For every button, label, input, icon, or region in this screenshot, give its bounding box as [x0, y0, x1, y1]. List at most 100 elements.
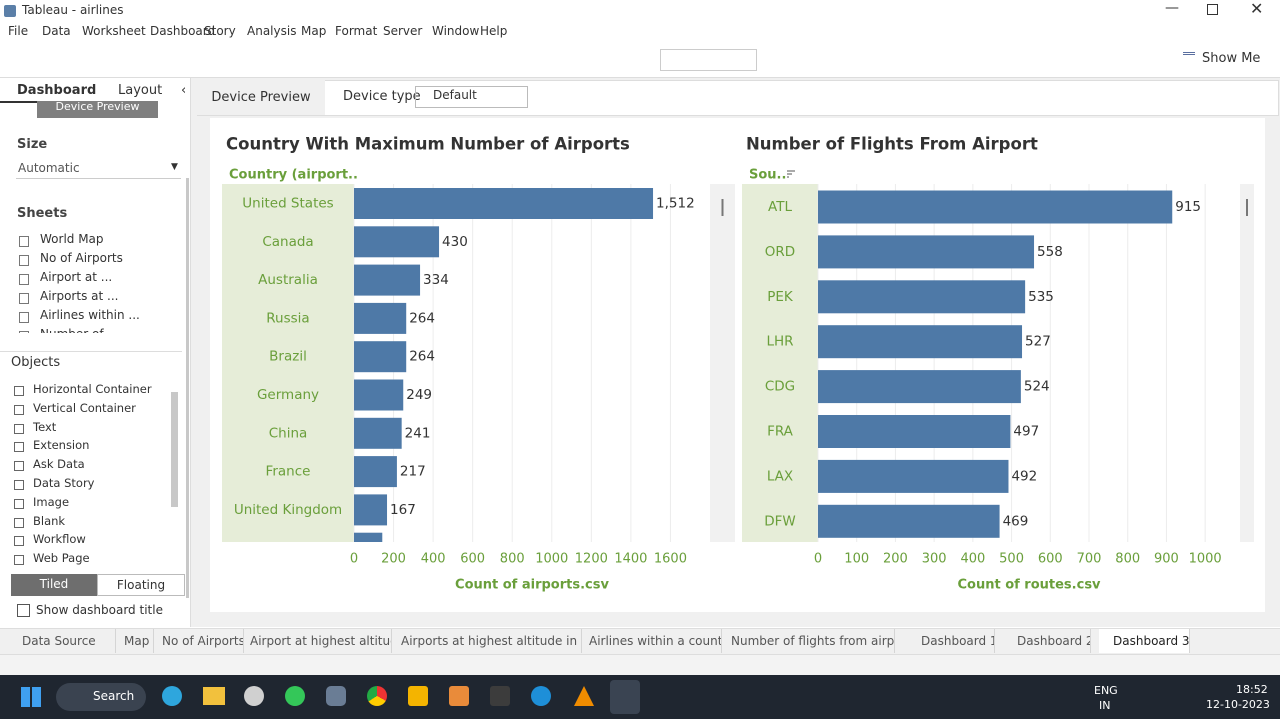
sheet-tab[interactable]: Airlines within a country	[589, 629, 722, 653]
x-tick-label: 800	[1115, 552, 1140, 567]
sheet-item[interactable]: Airport at ...	[40, 270, 113, 284]
app-icon-active[interactable]	[610, 680, 640, 714]
device-type-select[interactable]	[415, 86, 528, 108]
device-type-value[interactable]: Default	[433, 88, 477, 102]
sheet-item[interactable]: World Map	[40, 232, 104, 246]
app-icon[interactable]	[203, 687, 225, 705]
device-bar	[197, 80, 1279, 116]
sheet-tab[interactable]: Airports at highest altitude in wo...	[401, 629, 582, 653]
collapse[interactable]: ‹	[181, 83, 187, 98]
sheet-tab[interactable]: Map	[124, 629, 154, 653]
sheet-item[interactable]: No of Airports	[40, 251, 123, 265]
clock-time[interactable]: 18:52	[1236, 683, 1268, 696]
region[interactable]: IN	[1099, 699, 1111, 712]
bar	[354, 264, 421, 296]
category-label: DFW	[764, 513, 796, 529]
menu-item[interactable]: Worksheet	[82, 24, 146, 38]
layout-mode[interactable]: Tiled	[11, 574, 97, 596]
app-icon[interactable]	[162, 686, 182, 706]
category-label: United Kingdom	[234, 502, 342, 518]
sheet-tab[interactable]: Data Source	[8, 629, 116, 653]
object-item[interactable]: Data Story	[33, 476, 95, 490]
menu-item[interactable]: Server	[383, 24, 423, 38]
app-icon[interactable]	[408, 686, 428, 706]
search-box[interactable]	[56, 683, 146, 711]
object-item[interactable]: Horizontal Container	[33, 382, 152, 396]
menu-item[interactable]: Window	[432, 24, 480, 38]
layout-mode[interactable]: Floating	[97, 574, 185, 596]
app-icon[interactable]	[244, 686, 264, 706]
bar	[354, 417, 402, 449]
maximize[interactable]	[1207, 4, 1218, 15]
sheet-tab[interactable]: Dashboard 3	[1099, 629, 1190, 653]
sheet-tab[interactable]: Number of flights from airport	[731, 629, 895, 653]
x-tick-label: 200	[883, 552, 908, 567]
category-label: ORD	[765, 244, 795, 260]
side-tab[interactable]: Layout	[118, 83, 163, 98]
title-bar	[0, 0, 1280, 22]
sheet-tab[interactable]: Dashboard 2	[1003, 629, 1091, 653]
object-icon	[14, 555, 24, 566]
x-tick-label: 400	[421, 552, 446, 567]
bar	[818, 280, 1026, 314]
sheet-tab[interactable]: Airport at highest altitude	[250, 629, 392, 653]
scroll-track	[1240, 184, 1254, 542]
section-label: Objects	[11, 355, 61, 370]
object-item[interactable]: Blank	[33, 513, 66, 528]
bar	[818, 235, 1035, 269]
object-item[interactable]: Text	[33, 419, 57, 434]
toolbar-field[interactable]	[660, 49, 757, 71]
status-bar	[0, 654, 1280, 676]
x-axis-title: Count of routes.csv	[957, 578, 1101, 593]
app-icon[interactable]	[449, 686, 469, 706]
object-item[interactable]: Web Page	[33, 551, 90, 566]
menu-item[interactable]: Data	[42, 24, 71, 38]
bar	[818, 415, 1011, 448]
app-icon[interactable]	[367, 686, 387, 706]
show-me-icon[interactable]	[1183, 52, 1195, 69]
size-dropdown[interactable]: Automatic	[18, 161, 80, 175]
app-icon[interactable]	[285, 686, 305, 706]
device-preview-button[interactable]: Device Preview	[37, 101, 158, 118]
bar	[354, 341, 407, 373]
search-label[interactable]: Search	[93, 689, 135, 703]
menu-item[interactable]: Map	[301, 24, 327, 38]
x-tick-label: 0	[814, 552, 822, 567]
menu-item[interactable]: Help	[480, 24, 508, 38]
side-tab[interactable]: Dashboard	[17, 83, 97, 98]
app-icon[interactable]	[574, 686, 594, 706]
menu-item[interactable]: Dashboard	[150, 24, 216, 38]
menu-item[interactable]: Format	[335, 24, 378, 38]
sheet-tab[interactable]: Dashboard 1	[907, 629, 995, 653]
value-label: 558	[1037, 244, 1063, 260]
x-tick-label: 300	[922, 552, 947, 567]
language[interactable]: ENG	[1094, 684, 1118, 697]
menu-item[interactable]: Story	[204, 24, 236, 38]
object-list: Horizontal Container Vertical Container Te…	[0, 382, 170, 572]
object-item[interactable]: Workflow	[33, 532, 86, 547]
checkbox-label[interactable]: Show dashboard title	[36, 603, 163, 617]
checkbox[interactable]	[17, 604, 30, 617]
object-item[interactable]: Ask Data	[33, 457, 85, 472]
object-item[interactable]: Image	[33, 494, 70, 509]
close[interactable]: ✕	[1250, 0, 1264, 18]
device-preview-tab[interactable]: Device Preview	[197, 80, 325, 115]
object-item[interactable]: Vertical Container	[33, 400, 136, 415]
sheet-item[interactable]: Airlines within ...	[40, 308, 140, 322]
minimize[interactable]: —	[1165, 0, 1179, 16]
sheet-tab[interactable]: No of Airports	[162, 629, 244, 653]
menu-item[interactable]: File	[8, 24, 29, 38]
clock-date[interactable]: 12-10-2023	[1206, 698, 1270, 711]
value-label: 249	[406, 387, 432, 403]
start-button[interactable]	[21, 687, 41, 707]
object-item[interactable]: Extension	[33, 438, 90, 453]
app-icon[interactable]	[490, 686, 510, 706]
sheet-item[interactable]: Airports at ...	[40, 289, 119, 303]
app-icon[interactable]	[326, 686, 346, 706]
app-icon[interactable]	[531, 686, 551, 706]
sheet-item[interactable]: Number of	[40, 327, 104, 333]
menu-item[interactable]: Analysis	[247, 24, 297, 38]
show-me[interactable]: Show Me	[1202, 51, 1261, 66]
value-label: 264	[409, 310, 435, 326]
x-tick-label: 1400	[614, 552, 647, 567]
